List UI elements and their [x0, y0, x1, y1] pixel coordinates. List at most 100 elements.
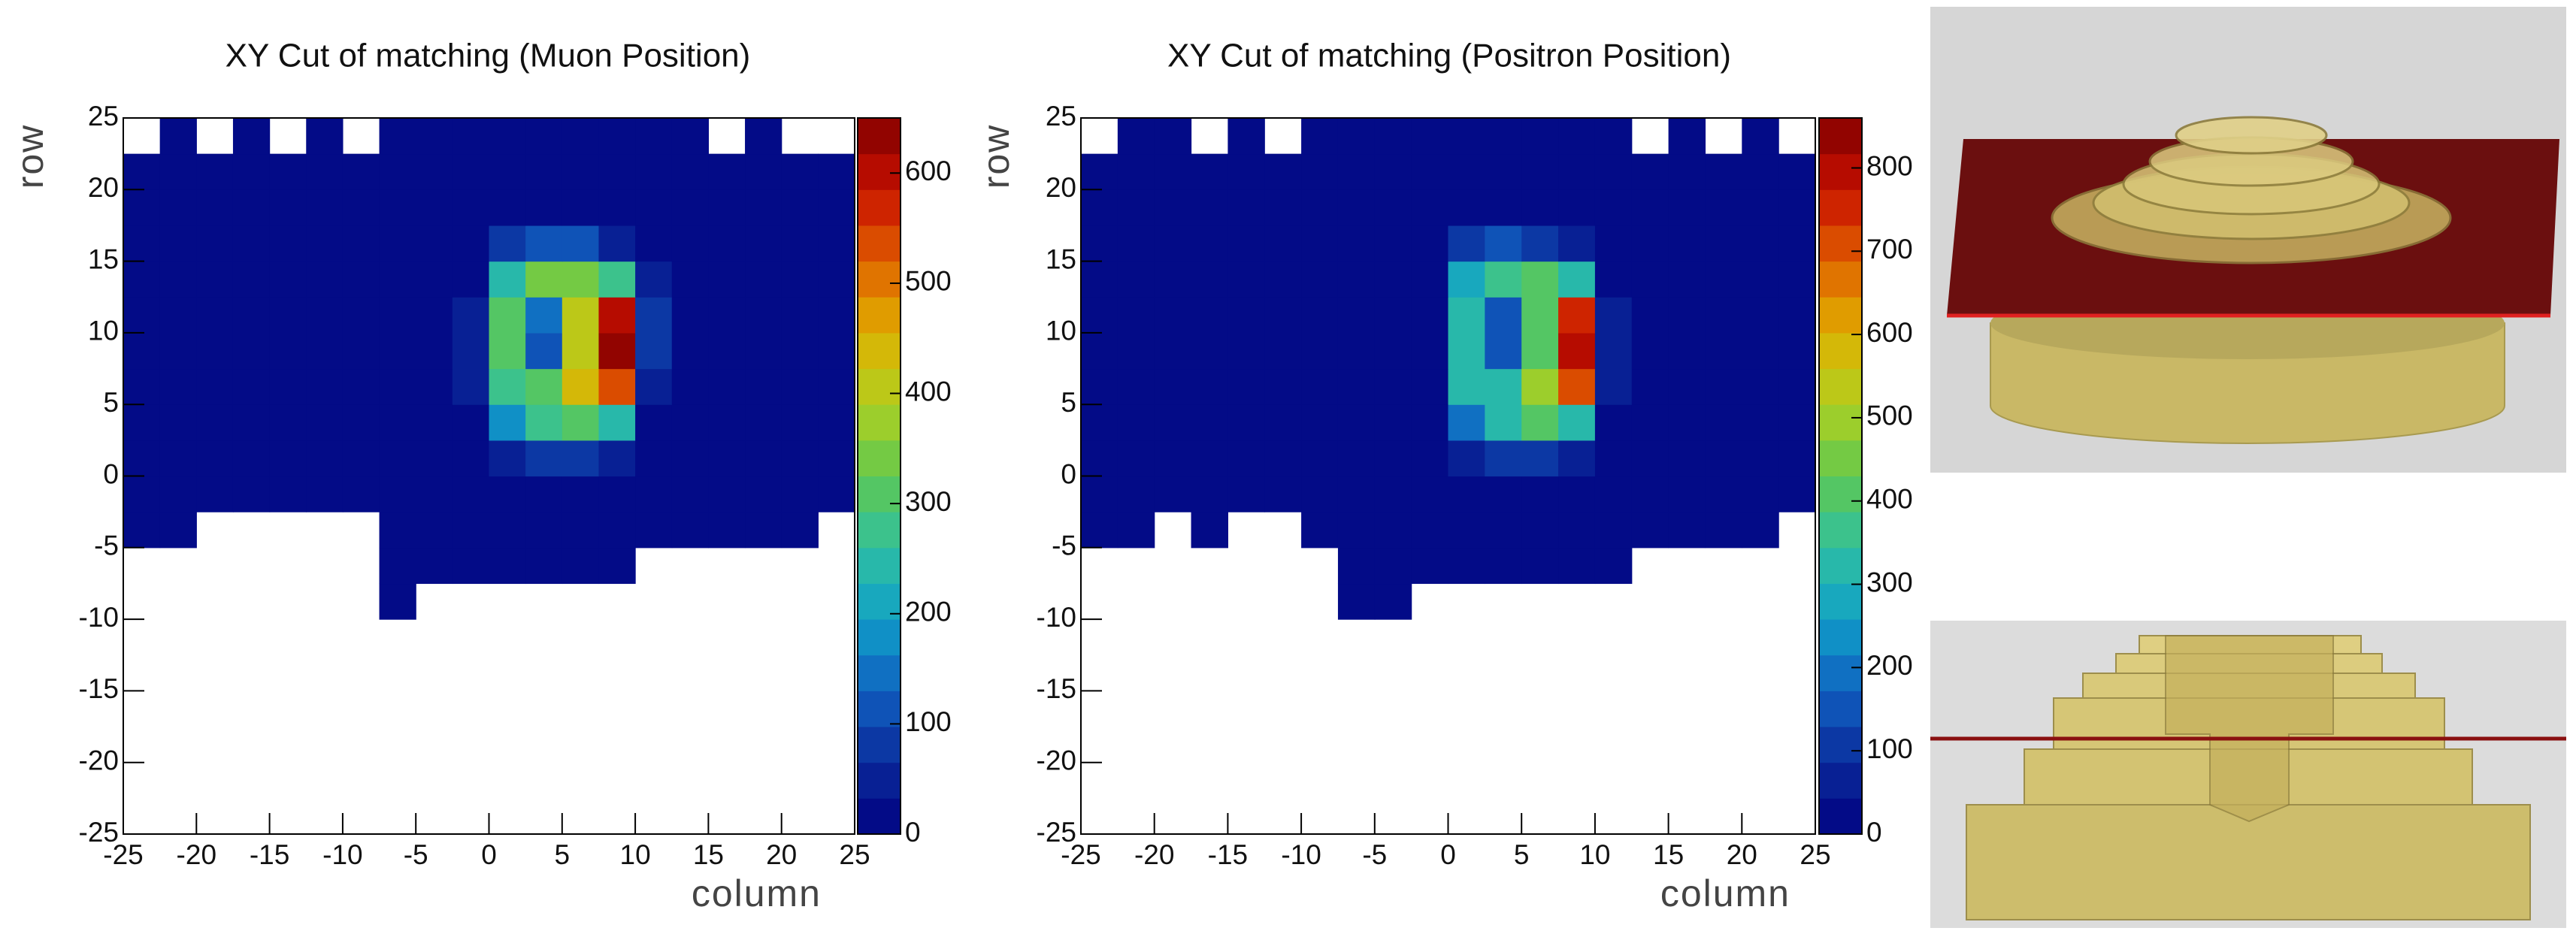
- y-tick-label: 10: [88, 316, 119, 346]
- colorbar-band: [1819, 654, 1862, 691]
- heatmap-cell: [306, 261, 344, 298]
- heatmap-cell: [1485, 297, 1522, 334]
- y-tick-label: -10: [79, 602, 119, 633]
- heatmap-cell: [379, 404, 416, 441]
- heatmap-cell: [745, 225, 782, 262]
- heatmap-cell: [416, 404, 453, 441]
- colorbar-band: [858, 727, 901, 763]
- colorbar-tick-label: 600: [905, 156, 952, 186]
- y-tick-label: -10: [1037, 602, 1076, 633]
- heatmap-cell: [123, 476, 161, 512]
- x-tick-label: 25: [1800, 839, 1830, 870]
- colorbar-band: [1819, 332, 1862, 370]
- heatmap-cell: [781, 153, 819, 190]
- heatmap-cell: [1485, 189, 1522, 226]
- heatmap-cell: [159, 404, 197, 441]
- heatmap-cell: [232, 189, 271, 226]
- heatmap-cell: [1081, 404, 1118, 441]
- heatmap-cell: [1191, 440, 1228, 477]
- heatmap-cell: [1485, 368, 1522, 405]
- heatmap-cell: [1227, 153, 1265, 190]
- colorbar-band: [1819, 547, 1862, 584]
- y-tick-label: -5: [1052, 530, 1076, 561]
- heatmap-cell: [196, 153, 234, 190]
- colorbar-band: [858, 691, 901, 727]
- heatmap-cell: [159, 225, 197, 262]
- heatmap-cell: [416, 332, 453, 370]
- heatmap-cell: [489, 368, 526, 405]
- heatmap-cell: [452, 476, 490, 512]
- heatmap-cell: [562, 440, 600, 477]
- heatmap-cell: [1448, 118, 1485, 155]
- heatmap-cell: [1154, 440, 1192, 477]
- heatmap-cell: [452, 332, 490, 370]
- heatmap-cell: [1411, 118, 1449, 155]
- heatmap-cell: [1594, 476, 1633, 512]
- heatmap-cell: [452, 261, 490, 298]
- heatmap-cell: [269, 332, 307, 370]
- heatmap-cell: [269, 297, 307, 334]
- heatmap-cell: [1668, 297, 1706, 334]
- heatmap-cell: [1594, 297, 1633, 334]
- colorbar-band: [1819, 404, 1862, 441]
- heatmap-cell: [1191, 189, 1228, 226]
- heatmap-cell: [525, 225, 563, 262]
- heatmap-cell: [1778, 189, 1816, 226]
- y-tick-label: -20: [1037, 745, 1076, 775]
- heatmap-cell: [562, 512, 600, 549]
- heatmap-cell: [416, 225, 453, 262]
- heatmap-cell: [1411, 225, 1449, 262]
- heatmap-cell: [1337, 512, 1376, 549]
- colorbar-band: [858, 261, 901, 298]
- heatmap-cell: [269, 404, 307, 441]
- x-tick-label: 5: [555, 839, 571, 870]
- heatmap-cell: [1448, 512, 1485, 549]
- heatmap-cell: [1705, 261, 1742, 298]
- heatmap-cell: [159, 476, 197, 512]
- heatmap-cell: [671, 153, 709, 190]
- heatmap-cell: [342, 404, 380, 441]
- x-tick-label: -10: [322, 839, 362, 870]
- heatmap-cell: [1191, 297, 1228, 334]
- heatmap-cell: [1668, 189, 1706, 226]
- heatmap-cell: [635, 440, 673, 477]
- heatmap-cell: [781, 512, 819, 549]
- heatmap-cell: [306, 225, 344, 262]
- heatmap-cell: [818, 261, 855, 298]
- heatmap-cell: [452, 368, 490, 405]
- heatmap-cell: [671, 476, 709, 512]
- heatmap-cell: [781, 297, 819, 334]
- heatmap-cell: [123, 261, 161, 298]
- heatmap-cell: [1301, 153, 1339, 190]
- heatmap-cell: [1448, 404, 1485, 441]
- heatmap-cell: [1191, 332, 1228, 370]
- heatmap-cell: [1117, 332, 1155, 370]
- heatmap-cell: [708, 440, 746, 477]
- heatmap-cell: [562, 404, 600, 441]
- y-tick-label: 20: [88, 172, 119, 203]
- heatmap-cell: [818, 189, 855, 226]
- heatmap-cell: [342, 261, 380, 298]
- colorbar-tick-label: 400: [1866, 484, 1913, 515]
- heatmap-cell: [671, 225, 709, 262]
- y-tick-label: 20: [1046, 172, 1076, 203]
- heatmap-cell: [1081, 225, 1118, 262]
- heatmap-cell: [1337, 297, 1376, 334]
- heatmap-cell: [745, 368, 782, 405]
- heatmap-cell: [123, 332, 161, 370]
- heatmap-cell: [635, 332, 673, 370]
- step: [2175, 116, 2328, 155]
- heatmap-cell: [196, 189, 234, 226]
- heatmap-cell: [1778, 297, 1816, 334]
- colorbar-band: [858, 512, 901, 549]
- heatmap-cell: [489, 512, 526, 549]
- heatmap-cell: [232, 404, 271, 441]
- heatmap-cell: [1705, 476, 1742, 512]
- heatmap-cell: [232, 368, 271, 405]
- x-tick-label: -10: [1281, 839, 1321, 870]
- colorbar-band: [858, 762, 901, 799]
- heatmap-cell: [159, 512, 197, 549]
- heatmap-cell: [635, 225, 673, 262]
- heatmap-cell: [635, 261, 673, 298]
